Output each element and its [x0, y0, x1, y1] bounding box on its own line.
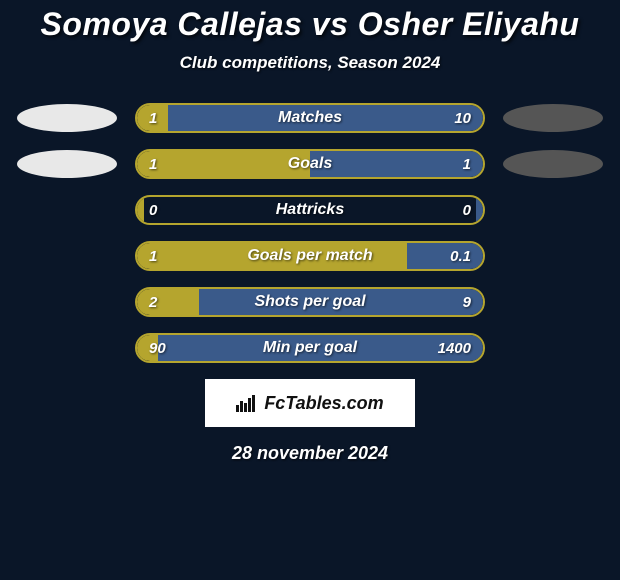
metric-label: Shots per goal — [137, 289, 483, 315]
left-ellipse — [17, 288, 117, 316]
comparison-infographic: Somoya Callejas vs Osher Eliyahu Club co… — [0, 0, 620, 464]
metric-row: 11Goals — [0, 149, 620, 179]
subtitle: Club competitions, Season 2024 — [0, 53, 620, 73]
left-ellipse — [17, 104, 117, 132]
right-ellipse — [503, 196, 603, 224]
chart-icon — [236, 394, 258, 412]
metric-bar: 110Matches — [135, 103, 485, 133]
left-ellipse — [17, 196, 117, 224]
metric-label: Matches — [137, 105, 483, 131]
date-label: 28 november 2024 — [0, 443, 620, 464]
left-ellipse — [17, 242, 117, 270]
metric-label: Goals — [137, 151, 483, 177]
metrics-list: 110Matches 11Goals 00Hattricks 10.1Goals pe… — [0, 103, 620, 363]
logo-badge: FcTables.com — [205, 379, 415, 427]
metric-bar: 10.1Goals per match — [135, 241, 485, 271]
left-ellipse — [17, 150, 117, 178]
metric-bar: 29Shots per goal — [135, 287, 485, 317]
left-ellipse — [17, 334, 117, 362]
right-ellipse — [503, 104, 603, 132]
metric-bar: 901400Min per goal — [135, 333, 485, 363]
metric-row: 10.1Goals per match — [0, 241, 620, 271]
metric-row: 00Hattricks — [0, 195, 620, 225]
right-ellipse — [503, 288, 603, 316]
metric-bar: 11Goals — [135, 149, 485, 179]
logo-text: FcTables.com — [264, 393, 383, 414]
right-ellipse — [503, 150, 603, 178]
page-title: Somoya Callejas vs Osher Eliyahu — [0, 6, 620, 43]
metric-row: 29Shots per goal — [0, 287, 620, 317]
metric-label: Hattricks — [137, 197, 483, 223]
metric-bar: 00Hattricks — [135, 195, 485, 225]
metric-row: 901400Min per goal — [0, 333, 620, 363]
right-ellipse — [503, 242, 603, 270]
metric-row: 110Matches — [0, 103, 620, 133]
metric-label: Goals per match — [137, 243, 483, 269]
right-ellipse — [503, 334, 603, 362]
metric-label: Min per goal — [137, 335, 483, 361]
